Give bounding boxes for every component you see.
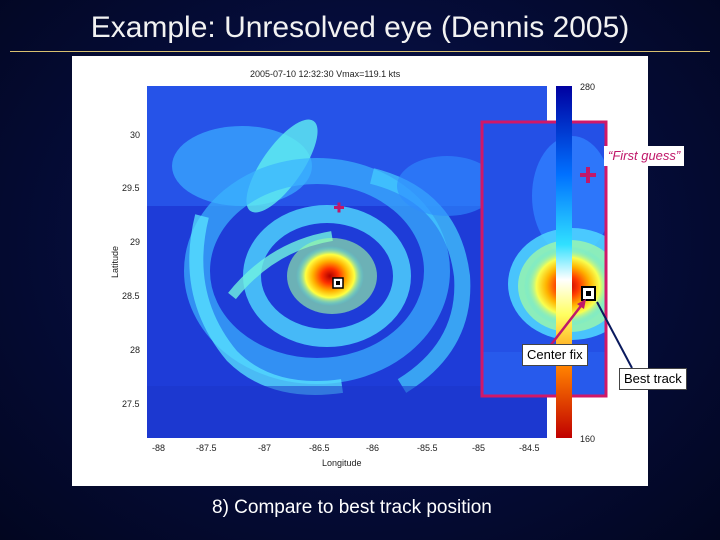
y-tick: 28 — [130, 345, 140, 355]
slide-caption: 8) Compare to best track position — [212, 497, 492, 518]
y-tick: 27.5 — [122, 399, 140, 409]
satellite-image: 280 160 2005-07-10 12:32:30 Vmax=119.1 k… — [110, 69, 633, 468]
y-tick: 30 — [130, 130, 140, 140]
best-track-label: Best track — [619, 368, 687, 390]
y-tick: 29.5 — [122, 183, 140, 193]
figure-header: 2005-07-10 12:32:30 Vmax=119.1 kts — [250, 69, 401, 79]
y-axis-label: Latitude — [110, 246, 120, 278]
main-image — [147, 86, 547, 438]
x-axis-label: Longitude — [322, 458, 362, 468]
x-tick: -85.5 — [417, 443, 438, 453]
x-tick: -86 — [366, 443, 379, 453]
figure-panel: 280 160 2005-07-10 12:32:30 Vmax=119.1 k… — [72, 56, 648, 486]
slide-title: Example: Unresolved eye (Dennis 2005) — [90, 11, 630, 44]
center-fix-marker-inset — [581, 286, 596, 301]
colorbar-min-label: 160 — [580, 434, 595, 444]
y-tick-labels: 30 29.5 29 28.5 28 27.5 — [122, 130, 140, 409]
best-track-arrow — [596, 301, 633, 369]
y-tick: 28.5 — [122, 291, 140, 301]
x-tick: -88 — [152, 443, 165, 453]
center-fix-arrow — [549, 301, 585, 347]
x-tick: -86.5 — [309, 443, 330, 453]
center-fix-arrowhead — [577, 299, 586, 309]
colorbar — [556, 86, 572, 438]
x-tick-labels: -88 -87.5 -87 -86.5 -86 -85.5 -85 -84.5 — [152, 443, 540, 453]
x-tick: -85 — [472, 443, 485, 453]
x-tick: -87 — [258, 443, 271, 453]
colorbar-max-label: 280 — [580, 82, 595, 92]
center-fix-label: Center fix — [522, 344, 588, 366]
title-rule — [10, 51, 710, 52]
y-tick: 29 — [130, 237, 140, 247]
first-guess-marker-main — [334, 202, 344, 213]
x-tick: -84.5 — [519, 443, 540, 453]
center-fix-marker-main — [332, 277, 344, 289]
inset-border — [480, 120, 608, 398]
first-guess-label: “First guess” — [604, 146, 685, 166]
first-guess-marker-inset — [580, 167, 596, 183]
x-tick: -87.5 — [196, 443, 217, 453]
